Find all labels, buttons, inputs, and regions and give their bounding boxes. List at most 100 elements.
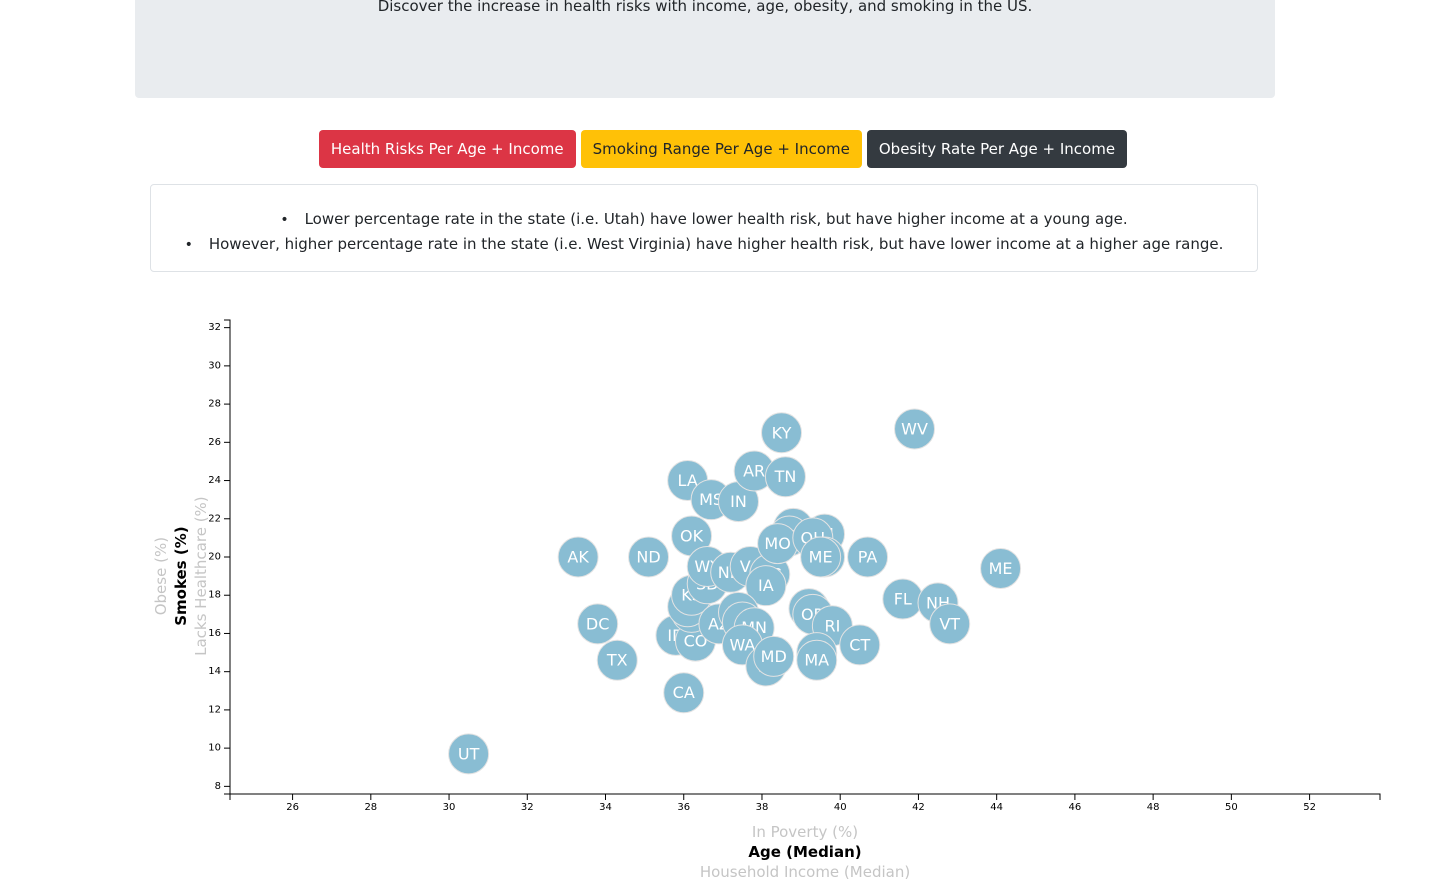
state-point[interactable]: MO xyxy=(757,523,799,565)
y-tick: 14 xyxy=(208,666,230,677)
y-tick-label: 18 xyxy=(208,590,221,601)
x-axis-label[interactable]: Age (Median) xyxy=(748,843,861,861)
state-circle[interactable] xyxy=(839,624,881,666)
state-point[interactable]: KY xyxy=(761,412,803,454)
state-label: MA xyxy=(804,651,829,670)
state-point[interactable]: CT xyxy=(839,624,881,666)
scatter-chart: 26 28 30 32 34 36 38 40 42 44 46 48 50 52 8 10 12 14 16 18… xyxy=(152,319,1381,881)
state-circle[interactable] xyxy=(796,639,838,681)
x-tick: 42 xyxy=(912,794,925,813)
y-tick-label: 28 xyxy=(208,399,221,410)
state-point[interactable]: AK xyxy=(557,536,599,578)
state-point[interactable]: TX xyxy=(596,639,638,681)
y-tick: 16 xyxy=(208,628,230,639)
state-circle[interactable] xyxy=(448,733,490,775)
state-circle[interactable] xyxy=(894,408,936,450)
y-tick: 28 xyxy=(208,399,230,410)
state-circle[interactable] xyxy=(980,547,1022,589)
state-point[interactable]: WV xyxy=(894,408,936,450)
note-item: Lower percentage rate in the state (i.e.… xyxy=(151,207,1257,232)
state-label: CA xyxy=(673,683,695,702)
state-circle[interactable] xyxy=(847,536,889,578)
state-point[interactable]: UT xyxy=(448,733,490,775)
health-risks-button[interactable]: Health Risks Per Age + Income xyxy=(318,130,576,168)
y-tick-label: 8 xyxy=(215,781,221,792)
state-point[interactable]: ME xyxy=(980,547,1022,589)
state-circle[interactable] xyxy=(800,536,842,578)
smoking-range-button[interactable]: Smoking Range Per Age + Income xyxy=(580,130,862,168)
state-label: DC xyxy=(586,614,610,633)
x-axis-label[interactable]: Household Income (Median) xyxy=(700,863,910,881)
x-axis: 26 28 30 32 34 36 38 40 42 44 46 48 50 52 xyxy=(229,793,1381,813)
x-tick: 48 xyxy=(1147,794,1159,813)
state-circle[interactable] xyxy=(753,635,795,677)
state-label: AK xyxy=(567,548,589,567)
state-circle[interactable] xyxy=(628,536,670,578)
state-point[interactable]: ME xyxy=(800,536,842,578)
obesity-rate-button[interactable]: Obesity Rate Per Age + Income xyxy=(866,130,1128,168)
x-tick: 40 xyxy=(834,794,847,813)
state-point[interactable]: PA xyxy=(847,536,889,578)
state-circle[interactable] xyxy=(596,639,638,681)
x-tick: 32 xyxy=(521,794,534,813)
state-label: AR xyxy=(743,461,765,480)
state-label: WV xyxy=(901,419,928,438)
state-label: TN xyxy=(774,467,797,486)
y-tick-label: 12 xyxy=(208,704,221,715)
state-label: PA xyxy=(858,548,878,567)
state-label: FL xyxy=(894,590,912,609)
state-circle[interactable] xyxy=(761,412,803,454)
y-tick-label: 26 xyxy=(208,437,221,448)
x-tick: 28 xyxy=(364,794,377,813)
y-tick: 22 xyxy=(208,513,230,524)
state-point[interactable]: MA xyxy=(796,639,838,681)
y-tick-label: 32 xyxy=(208,322,221,333)
y-axis-labels: Obese (%) Smokes (%) Lacks Healthcare (%) xyxy=(152,496,210,656)
state-circle[interactable] xyxy=(745,565,787,607)
x-tick-label: 38 xyxy=(756,802,769,813)
y-tick: 18 xyxy=(208,590,230,601)
state-circle[interactable] xyxy=(557,536,599,578)
y-tick-label: 24 xyxy=(208,475,221,486)
button-row: Health Risks Per Age + Income Smoking Ra… xyxy=(0,130,1446,168)
state-point[interactable]: CA xyxy=(663,672,705,714)
x-tick-label: 42 xyxy=(912,802,925,813)
state-circle[interactable] xyxy=(929,603,971,645)
y-tick-label: 14 xyxy=(208,666,221,677)
state-circle[interactable] xyxy=(764,456,806,498)
y-axis: 8 10 12 14 16 18 20 22 24 26 28 30 32 xyxy=(208,319,231,795)
state-point[interactable]: AR xyxy=(733,450,775,492)
state-point[interactable]: VT xyxy=(929,603,971,645)
y-axis-label[interactable]: Lacks Healthcare (%) xyxy=(192,496,210,656)
x-tick-label: 32 xyxy=(521,802,534,813)
y-tick-label: 20 xyxy=(208,552,221,563)
y-axis-label[interactable]: Smokes (%) xyxy=(172,526,190,625)
state-label: MD xyxy=(761,647,787,666)
y-axis-label[interactable]: Obese (%) xyxy=(152,537,170,615)
state-point[interactable]: TN xyxy=(764,456,806,498)
y-tick-label: 22 xyxy=(208,513,221,524)
state-point[interactable]: ND xyxy=(628,536,670,578)
x-tick: 34 xyxy=(599,794,612,813)
x-axis-label[interactable]: In Poverty (%) xyxy=(752,823,858,841)
state-label: IA xyxy=(758,576,774,595)
state-label: IN xyxy=(730,492,747,511)
state-point[interactable]: FL xyxy=(882,578,924,620)
state-label: ME xyxy=(989,559,1013,578)
data-points: UTDCAKTXNDCAIDCONEGAKSOKLAMSINARKYTNSDWY… xyxy=(448,408,1022,775)
state-point[interactable]: DC xyxy=(577,603,619,645)
y-tick-label: 16 xyxy=(208,628,221,639)
state-point[interactable]: IA xyxy=(745,565,787,607)
x-tick-label: 28 xyxy=(364,802,377,813)
state-point[interactable]: MD xyxy=(753,635,795,677)
state-circle[interactable] xyxy=(663,672,705,714)
state-label: CT xyxy=(849,635,870,654)
notes-list: Lower percentage rate in the state (i.e.… xyxy=(151,207,1257,257)
x-tick-label: 44 xyxy=(990,802,1003,813)
state-point[interactable]: IN xyxy=(718,481,760,523)
state-circle[interactable] xyxy=(577,603,619,645)
x-tick: 36 xyxy=(677,794,690,813)
state-label: ME xyxy=(809,548,833,567)
state-point[interactable]: OK xyxy=(671,515,713,557)
x-tick: 26 xyxy=(286,794,299,813)
